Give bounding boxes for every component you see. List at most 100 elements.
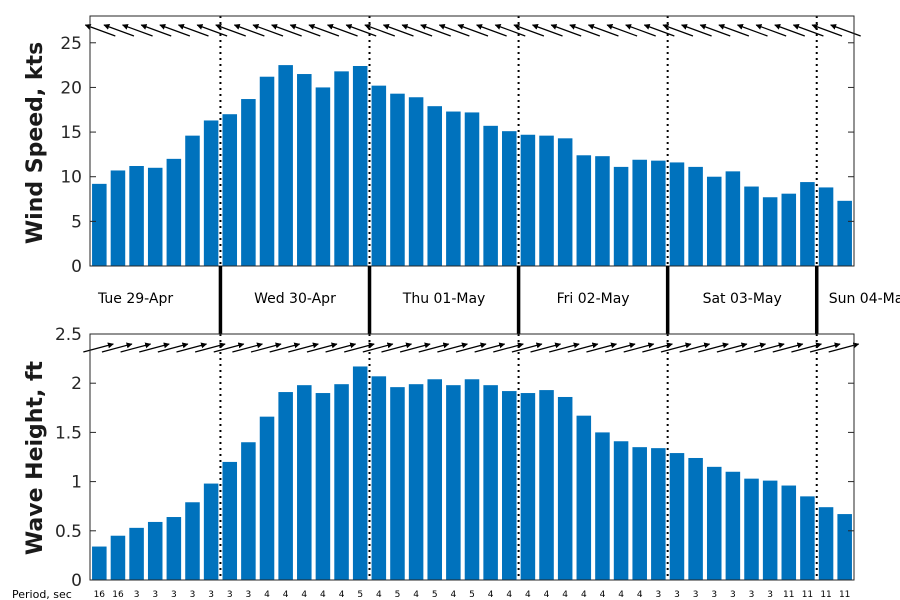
- wave-bar-5: [185, 502, 200, 580]
- wind-bar-26: [576, 155, 592, 266]
- wave-direction-arrow-13: [325, 342, 357, 353]
- wave-bar-24: [539, 390, 554, 580]
- wind-direction-arrows: [84, 24, 861, 37]
- wave-direction-arrow-26: [567, 342, 599, 353]
- wave-direction-arrow-12: [306, 342, 338, 353]
- wave-bar-21: [483, 385, 498, 580]
- period-label-36: 3: [767, 590, 773, 600]
- wind-direction-arrow-1: [103, 24, 135, 37]
- wave-direction-arrow-39: [809, 342, 841, 353]
- wave-bar-6: [203, 483, 219, 580]
- wave-bar-8: [241, 442, 256, 580]
- wind-bar-33: [706, 176, 722, 266]
- wind-direction-arrow-7: [215, 24, 246, 37]
- period-label-20: 5: [469, 590, 475, 600]
- wind-direction-arrow-11: [289, 24, 321, 37]
- wind-direction-arrow-3: [140, 24, 172, 37]
- wave-bar-14: [352, 366, 368, 580]
- wave-direction-arrow-33: [698, 342, 729, 353]
- period-label-21: 4: [488, 590, 494, 600]
- wind-bar-12: [315, 87, 331, 266]
- wave-bars: [92, 366, 852, 580]
- wind-bar-10: [278, 65, 293, 266]
- wave-direction-arrow-14: [344, 342, 375, 353]
- wind-bar-27: [595, 156, 610, 266]
- period-label-34: 3: [730, 590, 736, 600]
- wave-direction-arrow-4: [157, 342, 189, 353]
- period-label-19: 4: [450, 590, 456, 600]
- wind-direction-arrow-38: [792, 24, 824, 37]
- period-label-17: 4: [413, 590, 419, 600]
- wind-bar-3: [147, 167, 163, 266]
- wave-direction-arrow-5: [176, 342, 208, 353]
- period-label-24: 4: [544, 590, 550, 600]
- wind-direction-arrow-14: [345, 24, 377, 37]
- wave-direction-arrow-31: [660, 342, 692, 353]
- wave-bar-28: [613, 441, 629, 580]
- wind-y-ticks: 0 5 10 15 20 25: [60, 34, 854, 277]
- wind-bar-36: [762, 197, 778, 266]
- period-label-13: 4: [339, 590, 345, 600]
- wind-direction-arrow-39: [811, 24, 843, 37]
- wind-speed-panel: 0 5 10 15 20 25 Wind Speed, kts: [23, 15, 861, 277]
- wave-bar-34: [725, 471, 741, 580]
- day-label-5: Sun 04-Ma: [829, 291, 900, 307]
- wind-bars: [92, 65, 852, 267]
- wind-bar-31: [669, 162, 685, 266]
- wind-bar-24: [539, 135, 554, 266]
- period-label-12: 4: [320, 590, 326, 600]
- period-label-30: 3: [655, 590, 661, 600]
- wave-direction-arrow-3: [139, 342, 170, 353]
- wave-direction-arrow-20: [455, 342, 487, 353]
- wind-bar-29: [632, 159, 647, 266]
- period-label-35: 3: [749, 590, 755, 600]
- wave-direction-arrow-10: [269, 342, 301, 353]
- period-label-29: 4: [637, 590, 643, 600]
- wave-bar-0: [92, 546, 107, 580]
- wind-direction-arrow-22: [494, 24, 526, 37]
- wind-bar-39: [818, 187, 834, 266]
- wave-bar-2: [129, 527, 144, 580]
- wind-ytick-label-0: 0: [71, 257, 82, 277]
- wave-direction-arrow-36: [753, 342, 785, 353]
- wind-plot-frame: [89, 15, 855, 267]
- wave-direction-arrow-18: [418, 342, 450, 353]
- wave-bar-1: [110, 535, 126, 580]
- wind-bar-37: [781, 193, 797, 266]
- period-label-38: 11: [802, 590, 813, 600]
- wave-direction-arrow-19: [437, 342, 468, 353]
- wave-direction-arrow-35: [735, 342, 767, 353]
- period-label-6: 3: [208, 590, 214, 600]
- wind-direction-arrow-33: [699, 24, 731, 37]
- wave-direction-arrow-37: [772, 342, 804, 353]
- period-label-3: 3: [152, 590, 158, 600]
- wave-bar-36: [762, 480, 778, 580]
- wave-y-axis-title: Wave Height, ft: [23, 360, 48, 555]
- wind-bar-28: [613, 166, 629, 266]
- wave-bar-32: [688, 457, 703, 580]
- wind-direction-arrow-16: [382, 24, 414, 37]
- wave-bar-35: [744, 478, 759, 580]
- day-label-2: Thu 01-May: [402, 291, 486, 307]
- wave-bar-12: [315, 393, 331, 580]
- wave-bar-18: [427, 379, 442, 580]
- wind-direction-arrow-26: [569, 24, 601, 37]
- wave-bar-23: [520, 393, 536, 580]
- wind-direction-arrow-21: [476, 24, 507, 37]
- wave-ytick-label-2: 1: [71, 473, 82, 493]
- period-label-11: 4: [301, 590, 307, 600]
- wind-bar-21: [483, 125, 498, 266]
- wave-y-ticks: 0 0.5 1 1.5 2 2.5: [55, 325, 854, 591]
- period-label-16: 5: [395, 590, 401, 600]
- wind-bar-11: [297, 74, 312, 267]
- wind-direction-arrow-25: [550, 24, 582, 37]
- wind-direction-arrow-30: [643, 24, 675, 37]
- wind-bar-35: [744, 186, 759, 266]
- wind-y-axis-title: Wind Speed, kts: [23, 42, 48, 244]
- wind-direction-arrow-31: [662, 24, 694, 37]
- wave-bar-11: [297, 385, 312, 580]
- wave-bar-17: [408, 384, 424, 580]
- wind-ytick-label-4: 20: [60, 78, 82, 98]
- wind-bar-14: [352, 66, 368, 266]
- wave-height-panel: 0 0.5 1 1.5 2 2.5 Wave Height, ft 16 16 3 3 3 3 3 3 3…: [12, 325, 860, 600]
